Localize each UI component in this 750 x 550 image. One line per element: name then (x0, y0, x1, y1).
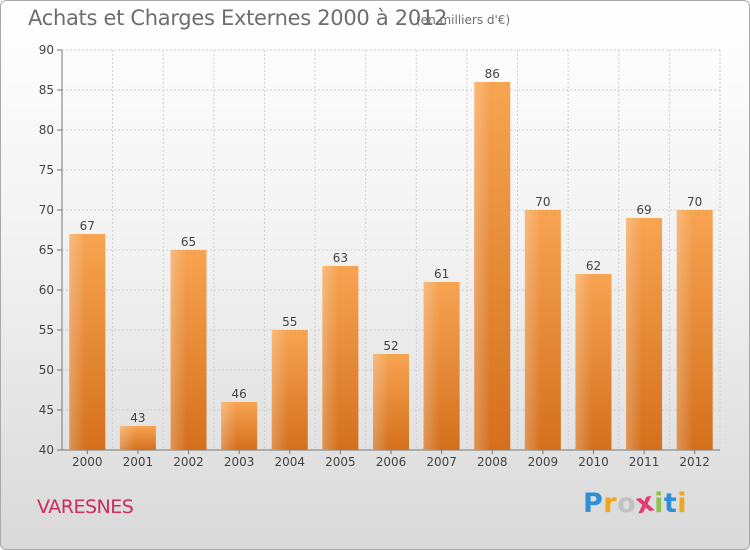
x-tick-label: 2012 (679, 455, 710, 469)
data-label: 63 (333, 251, 348, 265)
bar-highlight (170, 250, 187, 450)
bar-highlight (626, 218, 643, 450)
bar-highlight (322, 266, 339, 450)
chart-subtitle: (en milliers d'€) (416, 13, 511, 27)
x-tick-label: 2001 (123, 455, 154, 469)
y-tick-label: 55 (39, 323, 54, 337)
y-tick-label: 65 (39, 243, 54, 257)
bar-highlight (373, 354, 390, 450)
y-tick-label: 75 (39, 163, 54, 177)
bar-highlight (524, 210, 542, 450)
data-label: 70 (687, 195, 702, 209)
y-tick-label: 80 (39, 123, 54, 137)
data-label: 62 (586, 259, 601, 273)
y-tick-label: 40 (39, 443, 54, 457)
data-label: 46 (232, 387, 247, 401)
bar-highlight (271, 330, 288, 450)
x-tick-label: 2007 (426, 455, 457, 469)
x-tick-label: 2004 (274, 455, 305, 469)
bar-highlight (69, 234, 86, 450)
y-tick-label: 50 (39, 363, 54, 377)
bar-highlight (423, 282, 440, 450)
data-label: 55 (282, 315, 297, 329)
bars (69, 82, 713, 450)
bar-highlight (119, 426, 137, 450)
x-tick-label: 2009 (528, 455, 559, 469)
y-tick-label: 85 (39, 83, 54, 97)
y-tick-label: 60 (39, 283, 54, 297)
logo-letter: o (617, 488, 637, 519)
bar-highlight (575, 274, 592, 450)
data-label: 61 (434, 267, 449, 281)
x-tick-label: 2002 (173, 455, 204, 469)
bar-highlight (676, 210, 693, 450)
logo-letter: i (654, 488, 664, 519)
x-tick-label: 2008 (477, 455, 508, 469)
proxiti-logo: Proxiti (583, 486, 688, 520)
data-label: 86 (485, 67, 500, 81)
x-tick-label: 2010 (578, 455, 609, 469)
x-tick-label: 2006 (376, 455, 407, 469)
labels: 40 45 50 55 60 65 70 75 80 85 90 67 2000 43 2001 65 2002… (39, 43, 710, 469)
data-label: 69 (636, 203, 651, 217)
y-tick-label: 45 (39, 403, 54, 417)
bar-highlight (221, 402, 238, 450)
logo-letter: P (583, 488, 604, 519)
logo-letter: i (677, 488, 688, 519)
x-tick-label: 2003 (224, 455, 255, 469)
x-tick-label: 2000 (72, 455, 103, 469)
logo-letter: r (603, 488, 618, 519)
data-label: 52 (383, 339, 398, 353)
logo-letter: t (663, 488, 678, 519)
chart-title: Achats et Charges Externes 2000 à 2012 (28, 6, 448, 30)
x-tick-label: 2005 (325, 455, 356, 469)
commune-name: VARESNES (37, 496, 134, 518)
data-label: 70 (535, 195, 550, 209)
y-tick-label: 70 (39, 203, 54, 217)
bar-highlight (474, 82, 491, 450)
data-label: 43 (130, 411, 145, 425)
data-label: 65 (181, 235, 196, 249)
data-label: 67 (80, 219, 95, 233)
x-tick-label: 2011 (629, 455, 660, 469)
y-tick-label: 90 (39, 43, 54, 57)
